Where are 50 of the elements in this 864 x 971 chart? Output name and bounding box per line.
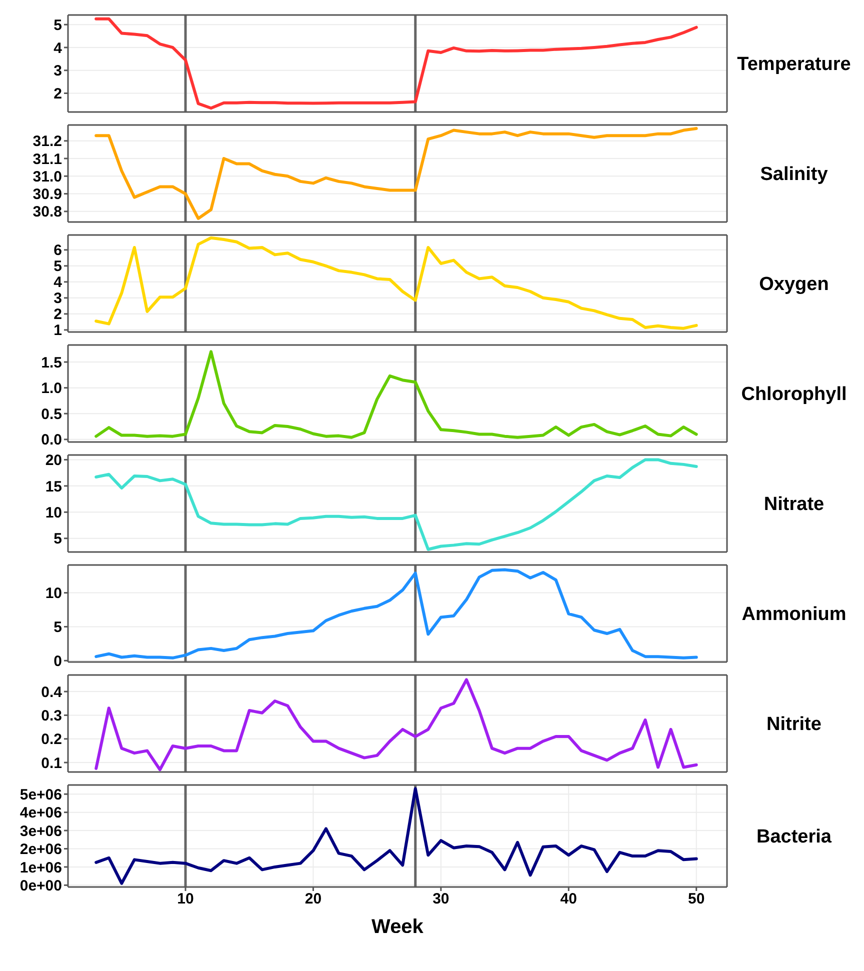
y-tick-label: 31.2 — [32, 133, 62, 150]
y-tick-label: 1.0 — [41, 380, 62, 398]
y-tick-label: 0 — [54, 652, 62, 670]
y-tick-label: 5 — [54, 258, 62, 276]
y-tick-label: 4e+06 — [20, 804, 62, 822]
y-tick-label: 1 — [54, 322, 62, 340]
y-axis-title: Ammonium — [742, 604, 846, 626]
x-axis-title: Week — [372, 916, 424, 938]
y-tick-label: 5 — [54, 16, 62, 34]
x-tick-label: 50 — [688, 890, 705, 908]
y-tick-label: 3e+06 — [20, 822, 62, 840]
y-tick-label: 2e+06 — [20, 841, 62, 858]
y-tick-label: 30.8 — [32, 204, 62, 221]
y-tick-label: 1e+06 — [20, 859, 62, 876]
y-tick-label: 10 — [45, 585, 62, 602]
x-tick-label: 10 — [177, 890, 194, 908]
y-tick-label: 10 — [45, 504, 62, 522]
y-tick-label: 15 — [45, 478, 62, 496]
y-tick-label: 0.1 — [41, 754, 62, 772]
y-tick-label: 0.3 — [41, 708, 62, 725]
y-axis-title: Oxygen — [759, 274, 829, 296]
y-tick-label: 5 — [54, 619, 62, 636]
y-tick-label: 20 — [45, 452, 62, 470]
y-tick-label: 30.9 — [32, 186, 62, 204]
y-axis-title: Temperature — [737, 54, 851, 76]
y-tick-label: 31.0 — [32, 168, 62, 186]
y-axis-title: Chlorophyll — [741, 384, 847, 406]
y-tick-label: 5 — [54, 530, 62, 548]
y-axis-title: Nitrite — [766, 714, 822, 736]
y-tick-label: 4 — [54, 274, 63, 292]
x-tick-label: 20 — [304, 890, 322, 908]
x-tick-label: 30 — [432, 890, 450, 908]
y-tick-label: 0.2 — [41, 731, 62, 748]
y-tick-label: 5e+06 — [20, 786, 62, 804]
y-tick-label: 3 — [54, 62, 62, 80]
y-tick-label: 4 — [54, 40, 63, 57]
y-axis-title: Bacteria — [756, 826, 832, 848]
y-axis-title: Nitrate — [764, 494, 824, 516]
y-tick-label: 1.5 — [41, 354, 62, 372]
y-axis-title: Salinity — [760, 164, 828, 186]
x-tick-label: 40 — [560, 890, 577, 908]
y-tick-label: 2 — [54, 86, 62, 103]
y-tick-label: 2 — [54, 306, 62, 324]
y-tick-label: 3 — [54, 290, 62, 308]
y-tick-label: 31.1 — [32, 150, 62, 168]
y-tick-label: 0e+00 — [20, 878, 62, 895]
y-tick-label: 0.0 — [41, 432, 62, 449]
y-tick-label: 6 — [54, 242, 62, 260]
y-tick-label: 0.4 — [41, 684, 63, 701]
y-tick-label: 0.5 — [41, 406, 62, 423]
